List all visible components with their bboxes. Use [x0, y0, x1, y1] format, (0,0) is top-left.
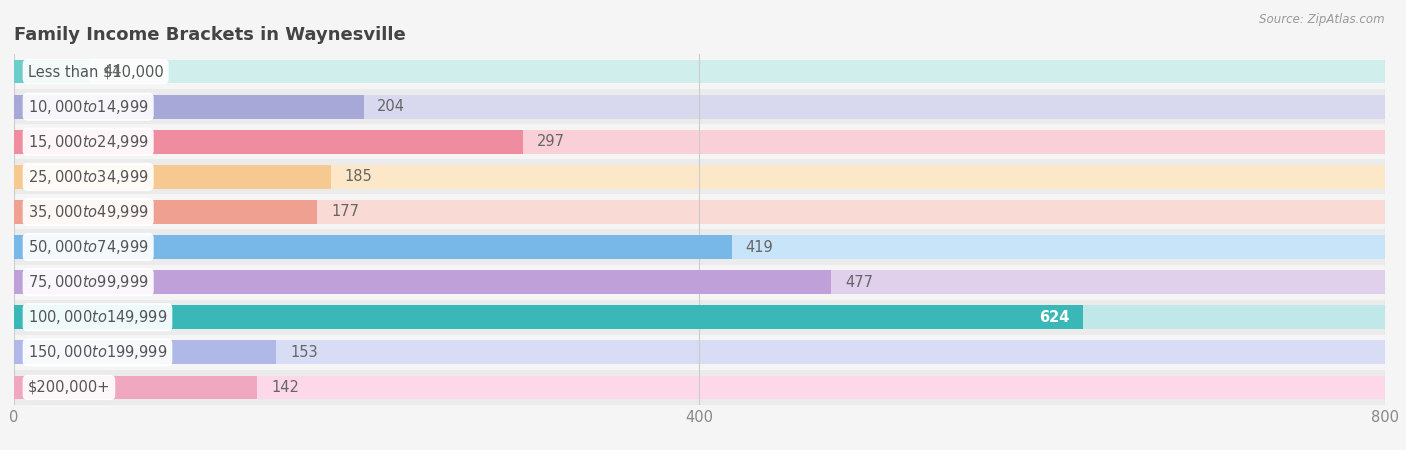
- Bar: [14, 370, 1385, 405]
- Text: 142: 142: [271, 380, 299, 395]
- Bar: [14, 305, 1084, 329]
- Text: $15,000 to $24,999: $15,000 to $24,999: [28, 133, 149, 151]
- Text: $35,000 to $49,999: $35,000 to $49,999: [28, 203, 149, 221]
- Text: 153: 153: [290, 345, 318, 360]
- Bar: [14, 270, 1385, 294]
- Bar: [14, 335, 1385, 370]
- Bar: [14, 270, 831, 294]
- Bar: [14, 340, 1385, 364]
- Bar: [14, 375, 1385, 400]
- Bar: [14, 130, 523, 154]
- Bar: [14, 165, 330, 189]
- Bar: [14, 124, 1385, 159]
- Bar: [14, 375, 257, 400]
- Bar: [14, 130, 1385, 154]
- Text: $25,000 to $34,999: $25,000 to $34,999: [28, 168, 149, 186]
- Bar: [14, 230, 1385, 265]
- Text: Source: ZipAtlas.com: Source: ZipAtlas.com: [1260, 14, 1385, 27]
- Text: 624: 624: [1039, 310, 1070, 325]
- Bar: [14, 235, 1385, 259]
- Text: $150,000 to $199,999: $150,000 to $199,999: [28, 343, 167, 361]
- Bar: [14, 265, 1385, 300]
- Bar: [14, 300, 1385, 335]
- Text: 204: 204: [377, 99, 405, 114]
- Bar: [14, 89, 1385, 124]
- Bar: [14, 59, 90, 84]
- Bar: [14, 200, 1385, 224]
- Text: Family Income Brackets in Waynesville: Family Income Brackets in Waynesville: [14, 26, 406, 44]
- Bar: [14, 235, 733, 259]
- Text: 477: 477: [845, 274, 873, 290]
- Bar: [14, 54, 1385, 89]
- Bar: [14, 340, 276, 364]
- Text: $75,000 to $99,999: $75,000 to $99,999: [28, 273, 149, 291]
- Text: 419: 419: [745, 239, 773, 255]
- Bar: [14, 159, 1385, 194]
- Text: $100,000 to $149,999: $100,000 to $149,999: [28, 308, 167, 326]
- Text: 177: 177: [330, 204, 359, 220]
- Text: $10,000 to $14,999: $10,000 to $14,999: [28, 98, 149, 116]
- Text: Less than $10,000: Less than $10,000: [28, 64, 163, 79]
- Text: 297: 297: [537, 134, 565, 149]
- Text: 44: 44: [103, 64, 122, 79]
- Text: 185: 185: [344, 169, 373, 184]
- Bar: [14, 94, 364, 119]
- Text: $50,000 to $74,999: $50,000 to $74,999: [28, 238, 149, 256]
- Bar: [14, 200, 318, 224]
- Bar: [14, 94, 1385, 119]
- Bar: [14, 194, 1385, 230]
- Bar: [14, 59, 1385, 84]
- Bar: [14, 305, 1385, 329]
- Text: $200,000+: $200,000+: [28, 380, 110, 395]
- Bar: [14, 165, 1385, 189]
